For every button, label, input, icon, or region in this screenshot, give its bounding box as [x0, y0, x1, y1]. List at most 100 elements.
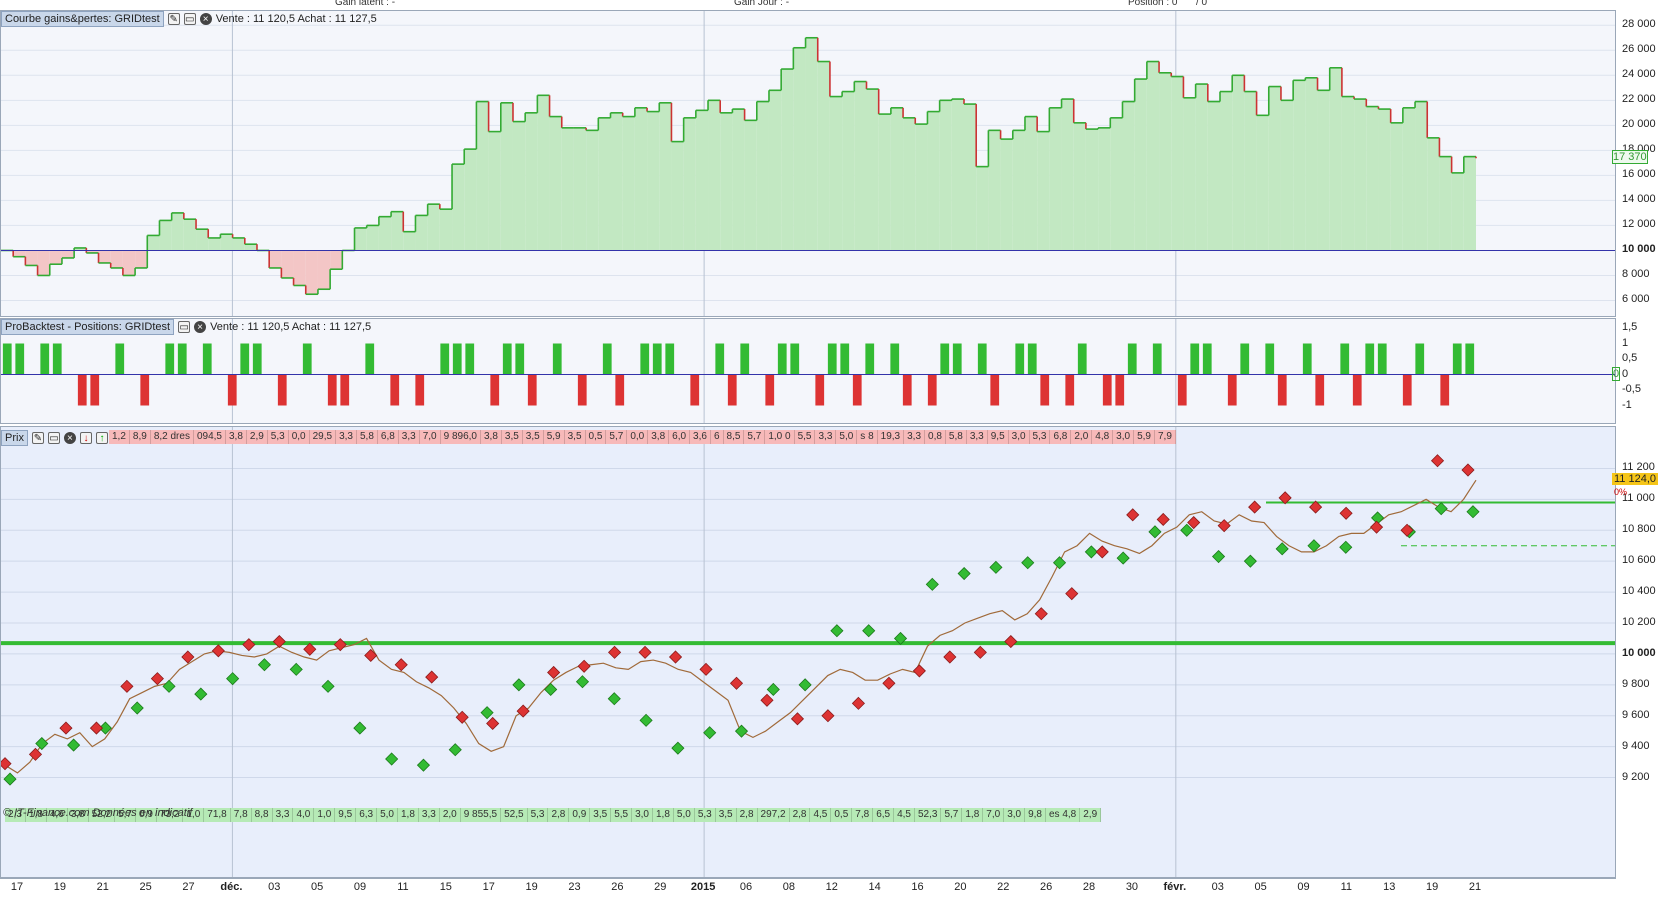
- sell-value-cell: 6: [710, 430, 724, 444]
- buy-marker: [289, 662, 303, 676]
- short-position-bar: [1177, 374, 1187, 406]
- loss-area: [37, 250, 50, 276]
- equity-curve-pane[interactable]: Courbe gains&pertes: GRIDtest ✎ ▭ × Vent…: [0, 10, 1616, 317]
- sell-marker: [1126, 508, 1140, 522]
- price-pane[interactable]: 1,2 8,9 8,2 dres 094,5 3,8 2,9 5,3 0,0 29,5 3,3 5,…: [0, 426, 1616, 878]
- sell-value-cell: s 8: [857, 430, 878, 444]
- buy-marker: [194, 687, 208, 701]
- buy-marker: [544, 682, 558, 697]
- sell-marker: [1156, 512, 1170, 527]
- x-tick-label: 28: [1082, 881, 1096, 893]
- loss-area: [13, 250, 26, 266]
- buy-value-cell: 5,0: [377, 808, 398, 822]
- long-position-bar: [252, 343, 262, 375]
- long-position-bar: [502, 343, 512, 375]
- gain-area: [659, 102, 672, 251]
- wrench-icon[interactable]: ✎: [167, 13, 180, 25]
- buy-marker: [67, 738, 81, 752]
- buy-marker: [766, 682, 780, 697]
- buy-arrow-icon[interactable]: ↑: [95, 432, 108, 444]
- long-position-bar: [1452, 343, 1462, 375]
- buy-value-cell: 0,9: [136, 808, 157, 822]
- sell-marker: [1339, 506, 1353, 520]
- loss-area: [1, 250, 14, 257]
- x-tick-label: 05: [1254, 881, 1267, 893]
- buy-marker: [162, 679, 176, 693]
- gain-area: [549, 116, 562, 251]
- gain-area: [1049, 99, 1062, 251]
- sell-value-cell: 3,8: [648, 430, 670, 444]
- gain-area: [1427, 137, 1440, 251]
- long-position-bar: [1077, 343, 1087, 375]
- loss-area: [122, 250, 136, 276]
- gain-area: [1232, 75, 1245, 251]
- gain-area: [476, 101, 489, 251]
- buy-value-cell: 5,0: [673, 808, 695, 822]
- buy-marker: [1243, 554, 1257, 568]
- data-credit: © IT-Finance.com Données en indicatif: [3, 807, 193, 819]
- window-icon[interactable]: ▭: [183, 13, 196, 25]
- gain-area: [842, 81, 855, 251]
- gain-area: [1110, 101, 1123, 251]
- long-position-bar: [865, 343, 875, 375]
- equity-pane-title[interactable]: Courbe gains&pertes: GRIDtest: [1, 11, 164, 27]
- buy-value-cell: 52,5: [501, 808, 528, 822]
- price-pane-title[interactable]: Prix: [1, 430, 28, 446]
- sell-arrow-icon[interactable]: ↓: [79, 432, 92, 444]
- short-position-bar: [1102, 374, 1112, 406]
- close-icon[interactable]: ×: [199, 13, 212, 25]
- buy-marker: [639, 713, 653, 727]
- wrench-icon[interactable]: ✎: [31, 432, 44, 444]
- short-position-bar: [490, 374, 500, 406]
- sell-marker: [1248, 500, 1262, 514]
- gain-area: [1256, 86, 1269, 251]
- positions-last-value-badge: 0: [1612, 366, 1621, 381]
- gain-area: [415, 204, 428, 251]
- buy-value-cell: 3,0: [1004, 808, 1026, 822]
- buy-marker: [385, 752, 399, 766]
- positions-pane[interactable]: ProBacktest - Positions: GRIDtest ▭ × Ve…: [0, 318, 1616, 424]
- close-icon[interactable]: ×: [194, 321, 207, 333]
- gain-area: [1305, 77, 1318, 251]
- gain-area: [1293, 77, 1306, 251]
- position-suffix: / 0: [1196, 0, 1208, 8]
- buy-value-cell: 0,9: [569, 808, 591, 822]
- y-tick-label: 0,5: [1622, 352, 1638, 364]
- buy-value-cell: 1,0: [314, 808, 336, 822]
- sell-value-cell: 5,7: [744, 430, 766, 444]
- sell-value-cell: 2,9: [246, 430, 268, 444]
- buy-value-cell: 5,3: [527, 808, 549, 822]
- gain-area: [622, 107, 635, 251]
- gain-area: [1451, 156, 1464, 251]
- window-icon[interactable]: ▭: [178, 321, 191, 333]
- sell-marker: [1187, 515, 1201, 530]
- y-tick-label: 0: [1622, 367, 1629, 380]
- buy-marker: [416, 758, 431, 772]
- sell-marker: [1, 757, 12, 771]
- sell-value-cell: 5,9: [1134, 430, 1155, 444]
- short-position-bar: [390, 374, 400, 406]
- gain-area: [1341, 96, 1355, 251]
- positions-pane-title[interactable]: ProBacktest - Positions: GRIDtest: [1, 319, 175, 335]
- buy-marker: [734, 724, 749, 738]
- gain-area: [695, 100, 709, 251]
- long-position-bar: [1202, 343, 1212, 375]
- y-tick-label: 11 200: [1622, 461, 1655, 474]
- sell-marker: [912, 664, 926, 678]
- sell-marker: [425, 670, 439, 684]
- x-tick-label: 15: [439, 881, 452, 893]
- gain-area: [647, 102, 660, 251]
- window-icon[interactable]: ▭: [47, 432, 60, 444]
- long-position-bar: [827, 343, 837, 375]
- sell-marker: [1430, 454, 1445, 468]
- x-tick-label: 2015: [690, 881, 716, 893]
- sell-value-cell: 9 896,0: [440, 430, 481, 444]
- gain-area: [805, 37, 818, 251]
- close-icon[interactable]: ×: [63, 432, 76, 444]
- sell-value-cell: 3,3: [336, 430, 357, 444]
- gain-area: [1207, 91, 1221, 251]
- x-tick-label: 20: [954, 881, 967, 893]
- sell-value-cell: 1,2: [109, 430, 130, 444]
- gain-area: [439, 164, 453, 251]
- short-position-bar: [1227, 374, 1237, 406]
